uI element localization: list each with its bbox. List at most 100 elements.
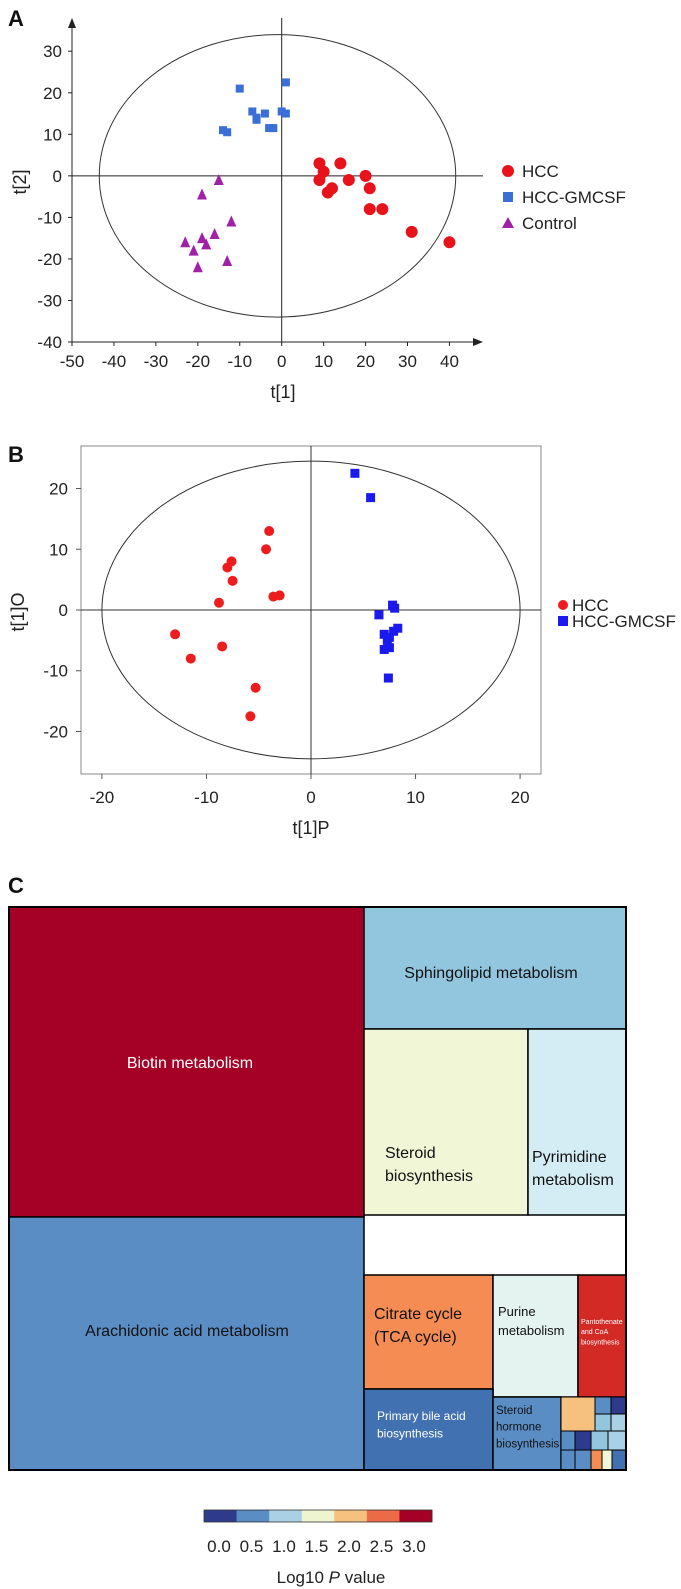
panel-b-ellipse <box>101 460 521 760</box>
panel-a-point-hcc <box>405 225 418 238</box>
panel-b-point-hcc <box>185 653 196 664</box>
panel-b-x-tick-label: 20 <box>511 788 530 807</box>
panel-a-point-hcc-gmcsf <box>277 107 286 116</box>
panel-a-point-hcc <box>443 236 456 249</box>
panel-b-scatter-plot: B -20 -10 0 10 20 20 10 0 -10 -20 t[1]P t[1]O HC… <box>8 442 676 838</box>
legend-hcc-label: HCC <box>572 596 609 615</box>
panel-a-data-points <box>180 78 456 273</box>
panel-a-point-control <box>222 255 233 266</box>
legend-hcc-marker <box>558 600 568 610</box>
tile-biotin-metabolism <box>8 906 365 1218</box>
color-scale-swatch <box>399 1510 433 1522</box>
panel-a-point-control <box>226 215 237 227</box>
panel-a-point-control <box>197 232 208 244</box>
tile-primary-bile-acid-biosynthesis <box>363 1388 494 1471</box>
panel-b-point-hcc <box>227 575 238 586</box>
panel-a-y-axis-arrow <box>68 18 76 28</box>
tile-steroid-hormone-biosynthesis-label: biosynthesis <box>496 1438 560 1450</box>
small-pathway-tile <box>610 1396 627 1415</box>
color-scale-swatch <box>236 1510 270 1522</box>
panel-a-y-tick-label: -30 <box>37 291 62 310</box>
panel-b-point-hcc-gmcsf <box>382 635 392 645</box>
tile-pyrimidine-metabolism-label: Pyrimidine <box>532 1149 607 1166</box>
panel-c-color-scale-label: Log10 P value <box>277 1568 386 1587</box>
panel-b-point-hcc-gmcsf <box>379 629 389 639</box>
panel-a-point-hcc <box>363 182 376 195</box>
panel-c-treemap-border <box>8 906 627 1471</box>
panel-a-x-axis-arrow <box>473 338 483 346</box>
tile-sphingolipid-metabolism <box>363 906 627 1030</box>
panel-a-y-tick-label: 30 <box>43 42 62 61</box>
panel-b-x-tick-label: -20 <box>90 788 115 807</box>
panel-a-scatter-plot: A -50 -40 -30 -20 -10 0 10 20 30 40 3020100-10-20… <box>8 6 626 402</box>
panel-a-x-tick-label: 20 <box>356 352 375 371</box>
panel-a-x-tick-label: 40 <box>440 352 459 371</box>
panel-a-x-tick-label: -40 <box>102 352 127 371</box>
tile-steroid-biosynthesis-label: biosynthesis <box>385 1168 473 1185</box>
panel-c-pathway-tiles: Biotin metabolism Arachidonic acid metabo… <box>8 906 627 1471</box>
panel-b-point-hcc-gmcsf <box>366 493 376 503</box>
panel-a-point-hcc-gmcsf <box>248 107 257 116</box>
panel-b-y-tick-label: 20 <box>49 480 68 499</box>
panel-a-legend: HCC HCC-GMCSF Control <box>502 162 626 233</box>
panel-b-point-hcc-gmcsf <box>384 643 394 653</box>
panel-b-x-tick-label: 10 <box>406 788 425 807</box>
legend-hcc-gmcsf-label: HCC-GMCSF <box>572 612 676 631</box>
panel-b-y-tick-label: -20 <box>43 722 68 741</box>
panel-b-confidence-ellipse <box>101 460 521 760</box>
panel-b-y-tick-label: -10 <box>43 662 68 681</box>
tile-pyrimidine-metabolism-label: metabolism <box>532 1172 614 1189</box>
panel-a-x-tick-labels: -50 -40 -30 -20 -10 0 10 20 30 40 <box>60 342 459 371</box>
tile-arachidonic-acid-metabolism-label: Arachidonic acid metabolism <box>85 1323 289 1340</box>
panel-b-point-hcc <box>274 590 285 601</box>
legend-hcc-gmcsf-marker <box>558 616 568 626</box>
panel-a-point-control <box>213 174 224 185</box>
tile-pantothenate-and-coa-biosynthesis-label: and CoA <box>581 1329 609 1336</box>
panel-b-y-tick-labels: 20 10 0 -10 -20 <box>43 480 81 741</box>
tile-pantothenate-and-coa-biosynthesis <box>577 1274 627 1398</box>
panel-a-y-tick-label: 20 <box>43 84 62 103</box>
panel-c-small-pathway-tiles <box>560 1396 627 1471</box>
panel-a-point-control <box>180 236 191 248</box>
small-pathway-tile <box>590 1449 603 1471</box>
small-pathway-tile <box>590 1430 609 1451</box>
panel-a-point-hcc <box>342 174 355 186</box>
panel-b-x-tick-label: 0 <box>306 788 315 807</box>
panel-b-y-axis-label: t[1]O <box>8 592 28 631</box>
panel-a-x-tick-label: 10 <box>314 352 333 371</box>
small-pathway-tile <box>610 1413 627 1432</box>
panel-a-point-hcc-gmcsf <box>252 115 261 124</box>
panel-b-x-axis-label: t[1]P <box>292 818 329 838</box>
color-scale-tick-label: 2.0 <box>337 1537 361 1556</box>
panel-b-point-hcc <box>261 544 272 555</box>
panel-a-point-hcc-gmcsf <box>281 109 290 118</box>
small-pathway-tile <box>594 1413 612 1432</box>
panel-a-point-control <box>209 228 220 239</box>
small-pathway-tile <box>601 1449 613 1471</box>
panel-a-y-tick-label: -20 <box>37 250 62 269</box>
panel-a-point-hcc-gmcsf <box>235 84 244 93</box>
color-scale-swatch <box>269 1510 303 1522</box>
panel-a-point-hcc-gmcsf <box>265 124 274 133</box>
color-scale-swatch <box>334 1510 368 1522</box>
panel-a-point-hcc-gmcsf <box>223 128 232 137</box>
panel-a-ellipse <box>98 34 457 318</box>
small-pathway-tile <box>574 1449 592 1471</box>
panel-b-data-points <box>170 468 403 722</box>
tile-pyrimidine-metabolism <box>527 1028 627 1216</box>
panel-b-point-hcc <box>245 711 256 722</box>
panel-b-point-hcc-gmcsf <box>390 603 400 613</box>
small-pathway-tile <box>611 1449 627 1471</box>
panel-b-x-tick-label: -10 <box>194 788 219 807</box>
tile-purine-metabolism <box>492 1274 579 1398</box>
color-scale-tick-label: 0.5 <box>240 1537 264 1556</box>
panel-a-point-hcc-gmcsf <box>260 109 269 118</box>
small-pathway-tile <box>560 1430 576 1451</box>
panel-b-legend: HCC HCC-GMCSF <box>558 596 676 631</box>
panel-a-x-axis-label: t[1] <box>270 382 295 402</box>
panel-b-point-hcc <box>170 629 181 640</box>
color-scale-tick-label: 2.5 <box>370 1537 394 1556</box>
color-scale-border <box>203 1509 433 1523</box>
panel-c-letter: C <box>8 873 24 898</box>
